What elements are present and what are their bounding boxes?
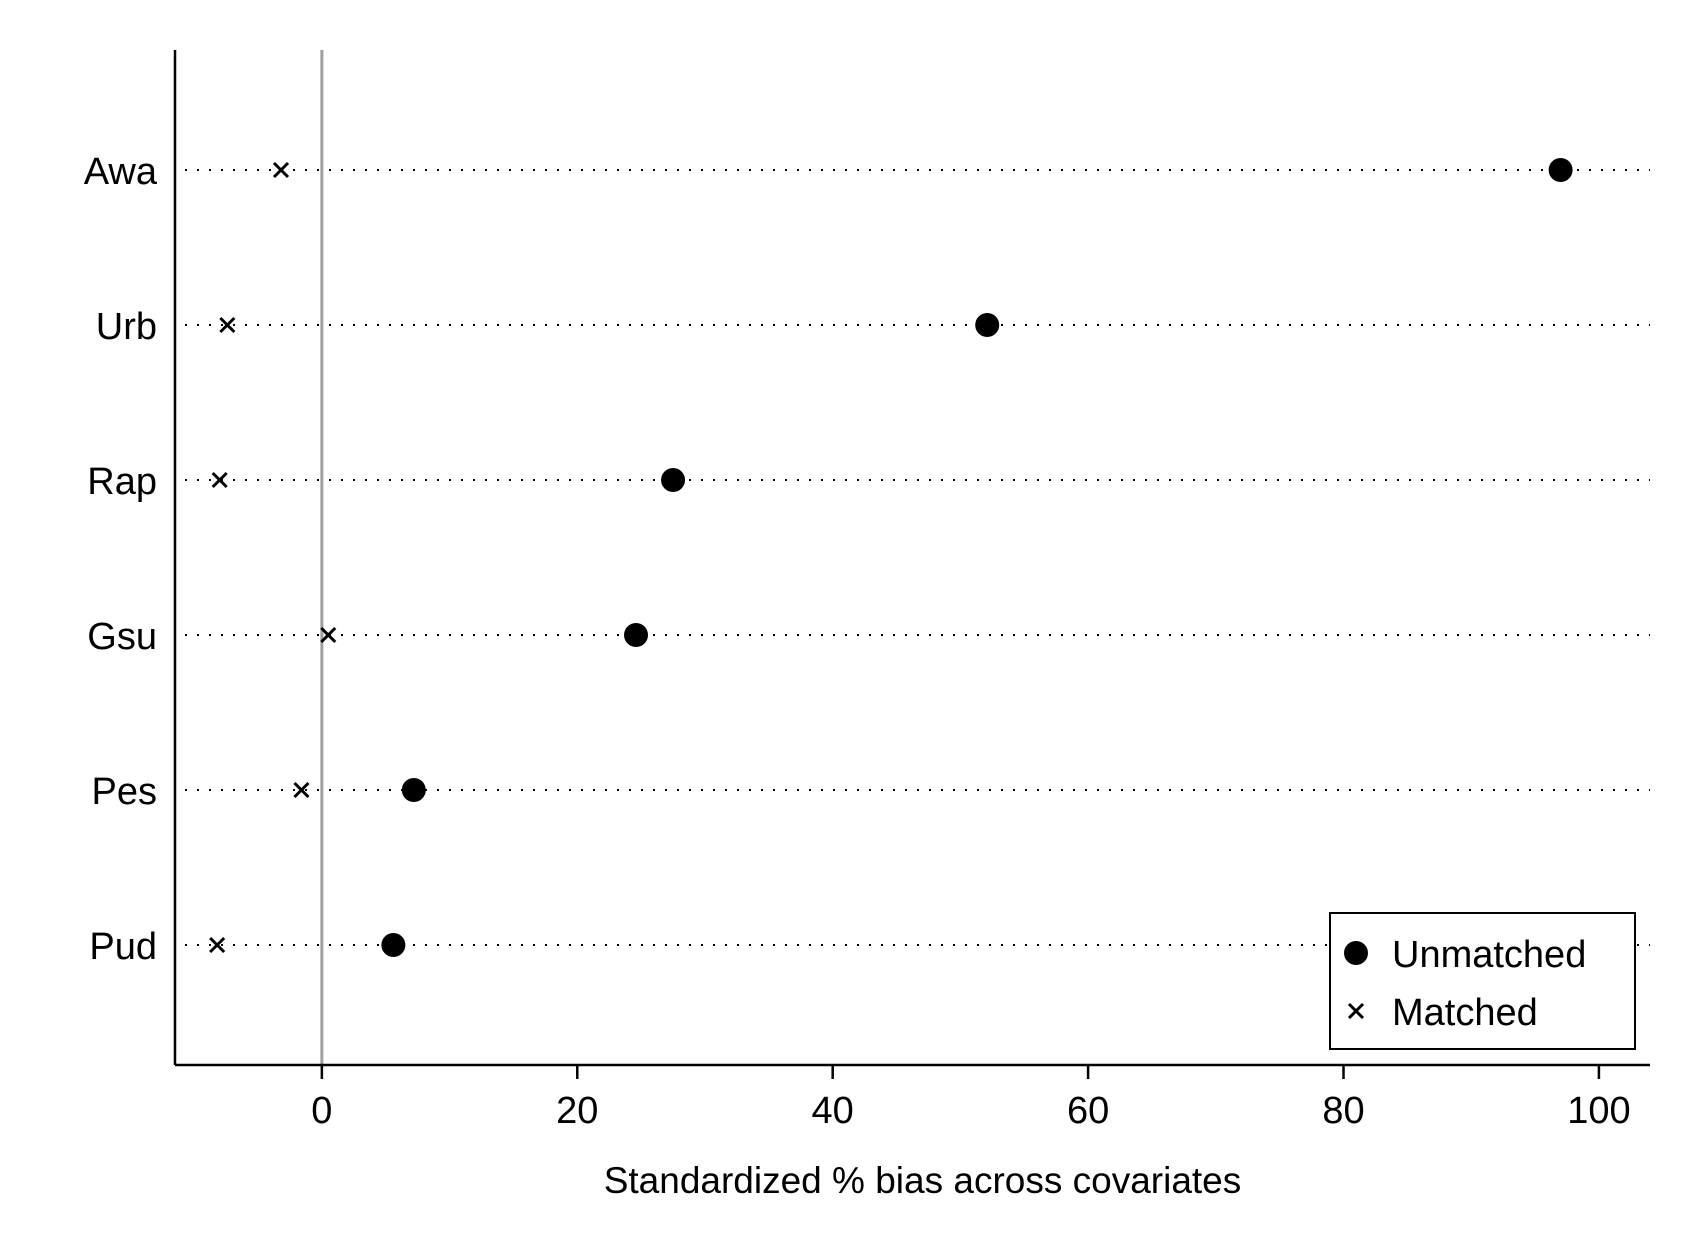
x-tick-label-60: 60 xyxy=(1067,1090,1109,1132)
x-tick-label-80: 80 xyxy=(1322,1090,1364,1132)
x-tick-label-40: 40 xyxy=(812,1090,854,1132)
x-tick-label-100: 100 xyxy=(1567,1090,1630,1132)
unmatched-point-pud xyxy=(381,933,406,957)
data-marks xyxy=(209,158,1573,957)
matched-point-pud xyxy=(209,936,226,954)
unmatched-point-rap xyxy=(661,468,686,492)
x-tick-label-20: 20 xyxy=(556,1090,598,1132)
matched-point-pes xyxy=(293,781,310,799)
matched-point-rap xyxy=(211,471,228,489)
unmatched-point-pes xyxy=(401,778,426,802)
legend: Unmatched Matched xyxy=(1329,912,1636,1050)
unmatched-point-urb xyxy=(975,313,1000,337)
matched-point-gsu xyxy=(320,626,337,644)
category-label-pud: Pud xyxy=(89,926,157,968)
legend-label-matched: Matched xyxy=(1392,992,1538,1034)
legend-box xyxy=(1329,912,1636,1050)
category-label-pes: Pes xyxy=(92,771,157,813)
legend-marker-unmatched xyxy=(1344,941,1368,965)
axes: Awa Urb Rap Gsu Pes Pud 0 20 40 60 80 100 Standardiz… xyxy=(84,50,1650,1201)
matched-point-awa xyxy=(272,161,290,179)
category-label-awa: Awa xyxy=(84,151,158,193)
x-tick-label-0: 0 xyxy=(311,1090,332,1132)
legend-label-unmatched: Unmatched xyxy=(1392,934,1586,976)
unmatched-point-gsu xyxy=(624,623,649,647)
unmatched-point-awa xyxy=(1548,158,1573,182)
category-label-urb: Urb xyxy=(96,306,157,348)
legend-marker-matched xyxy=(1347,1002,1365,1020)
grid-lines xyxy=(185,169,1650,946)
category-label-rap: Rap xyxy=(87,461,157,503)
category-label-gsu: Gsu xyxy=(87,616,157,658)
matched-point-urb xyxy=(219,316,236,334)
x-axis-title: Standardized % bias across covariates xyxy=(604,1160,1242,1201)
